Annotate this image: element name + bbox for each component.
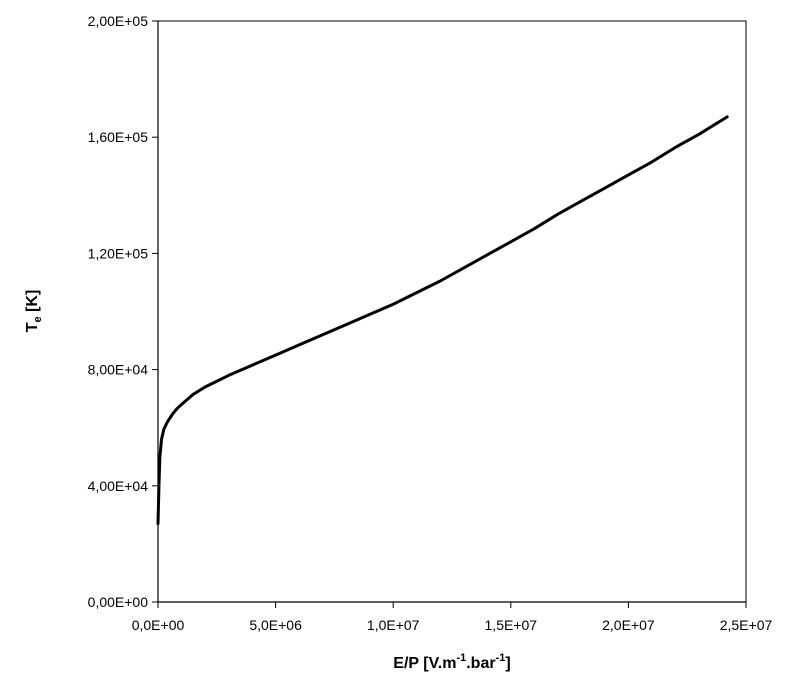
y-tick-label: 2,00E+05: [88, 13, 149, 29]
x-tick-label: 2,5E+07: [720, 617, 773, 633]
x-tick-label: 2,0E+07: [602, 617, 655, 633]
plot-area: [157, 20, 747, 603]
y-tick-label: 8,00E+04: [88, 362, 149, 378]
x-axis-ticks: 0,0E+00 5,0E+06 1,0E+07 1,5E+07 2,0E+07 2,5E+…: [132, 602, 773, 633]
x-tick-label: 1,5E+07: [485, 617, 538, 633]
y-tick-label: 1,60E+05: [88, 129, 149, 145]
series-line: [156, 115, 729, 526]
x-axis-title-main: E/P [V.m: [393, 655, 456, 672]
x-axis-title-sup1: -1: [456, 652, 466, 664]
x-axis-title-end: ]: [505, 655, 510, 672]
y-axis-title-main: T: [24, 322, 41, 332]
y-axis-ticks: 0,00E+00 4,00E+04 8,00E+04 1,20E+05 1,60E+05…: [88, 13, 158, 610]
y-tick-label: 1,20E+05: [88, 245, 149, 261]
x-axis-title-sup2: -1: [496, 652, 506, 664]
y-axis-title-sub: e: [32, 316, 44, 322]
y-axis-title: Te [K]: [24, 290, 44, 333]
y-tick-label: 0,00E+00: [88, 594, 149, 610]
x-tick-label: 5,0E+06: [249, 617, 302, 633]
x-tick-label: 1,0E+07: [367, 617, 420, 633]
x-axis-title: E/P [V.m-1.bar-1]: [393, 652, 510, 672]
x-tick-label: 0,0E+00: [132, 617, 185, 633]
y-axis-title-end: [K]: [24, 290, 41, 317]
y-tick-label: 4,00E+04: [88, 478, 149, 494]
x-axis-title-mid: .bar: [466, 655, 495, 672]
